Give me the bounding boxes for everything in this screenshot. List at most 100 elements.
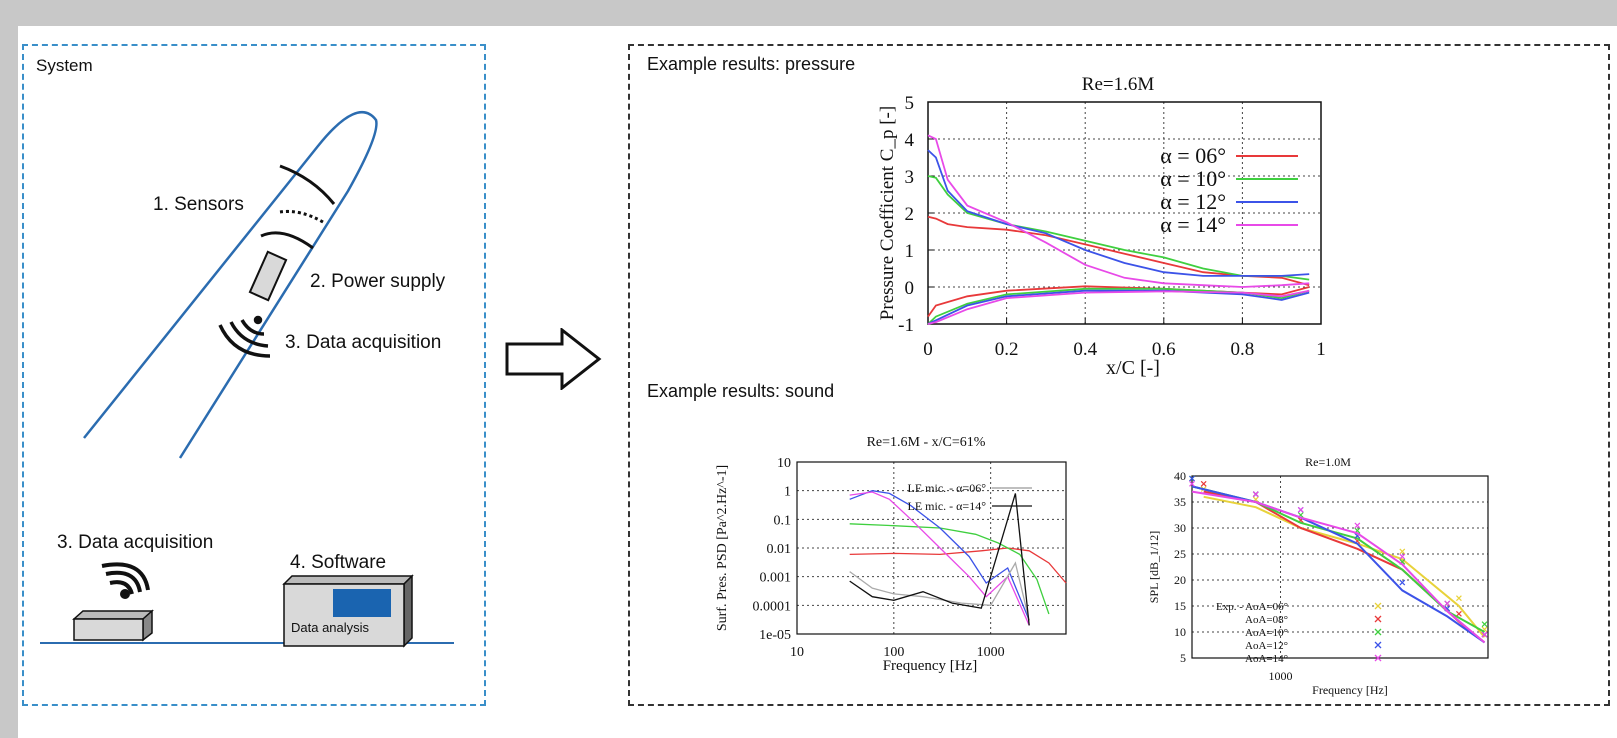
blade-icon	[83, 111, 378, 459]
y-tick-label: 1	[784, 485, 791, 500]
y-tick-label: 4	[905, 130, 915, 151]
series-line	[1191, 490, 1486, 644]
y-tick-label: 0.001	[760, 571, 792, 586]
y-tick-label: 0	[905, 278, 915, 299]
legend-label: α = 10°	[1160, 166, 1226, 191]
label-power-supply: 2. Power supply	[310, 271, 446, 292]
slide-canvas: System	[18, 26, 1617, 738]
y-tick-label: 35	[1174, 495, 1186, 509]
label-sensors: 1. Sensors	[153, 194, 244, 215]
data-point-marker	[1399, 579, 1406, 586]
x-tick-label: 1000	[1269, 669, 1293, 683]
y-tick-label: 0.01	[767, 542, 792, 557]
x-tick-label: 0.4	[1073, 339, 1097, 360]
x-axis-label: Frequency [Hz]	[1312, 683, 1388, 697]
sound-heading: Example results: sound	[647, 381, 835, 401]
series-line-lower	[927, 287, 1310, 325]
system-illustration	[40, 111, 454, 648]
y-tick-label: 15	[1174, 599, 1186, 613]
series-line-lower	[927, 289, 1310, 325]
y-tick-label: 30	[1174, 521, 1186, 535]
y-tick-label: 2	[905, 204, 915, 225]
y-tick-label: 0.0001	[753, 599, 792, 614]
data-point-marker	[1399, 548, 1406, 555]
y-axis-label: Pressure Coefficient C_p [-]	[877, 106, 898, 320]
arrow-right-icon	[505, 328, 602, 390]
series-line	[849, 493, 1030, 626]
wireless-icon-blade	[218, 315, 271, 358]
series-line	[849, 490, 1030, 621]
legend-label: AoA=08°	[1245, 614, 1288, 626]
y-tick-label: 1	[905, 241, 915, 262]
y-tick-label: -1	[898, 315, 914, 336]
x-axis-label: x/C [-]	[1106, 357, 1160, 379]
data-point-marker	[1399, 553, 1406, 560]
series-line-upper	[927, 134, 1310, 288]
legend-label: LE mic. - α=06°	[907, 481, 986, 495]
chart-title: Re=1.0M	[1305, 455, 1351, 469]
series-line-upper	[927, 149, 1310, 277]
y-axis-label: Surf. Pres. PSD [Pa^2.Hz^-1]	[715, 465, 730, 631]
y-axis-label: SPL [dB_1/12]	[1147, 531, 1161, 604]
pressure-heading: Example results: pressure	[647, 54, 856, 74]
legend-label: α = 06°	[1160, 143, 1226, 168]
data-point-marker	[1252, 491, 1259, 498]
series-line	[849, 491, 1030, 626]
chart-title: Re=1.6M	[1082, 74, 1155, 95]
legend-label: α = 12°	[1160, 189, 1226, 214]
y-tick-label: 25	[1174, 547, 1186, 561]
legend-label: Exp. - AoA=06°	[1216, 601, 1288, 613]
data-point-marker	[1189, 480, 1195, 487]
series-line	[1191, 485, 1486, 644]
x-tick-label: 10	[790, 645, 804, 660]
x-axis-label: Frequency [Hz]	[883, 658, 978, 674]
y-tick-label: 40	[1174, 469, 1186, 483]
label-software: 4. Software	[290, 552, 387, 573]
series-line-lower	[927, 285, 1310, 318]
legend-label: LE mic. - α=14°	[907, 499, 986, 513]
plot-frame	[1191, 475, 1489, 659]
software-screen	[333, 589, 391, 617]
y-tick-label: 0.1	[774, 513, 792, 528]
y-tick-label: 20	[1174, 573, 1186, 587]
x-tick-label: 1	[1316, 339, 1326, 360]
x-tick-label: 0.2	[995, 339, 1019, 360]
y-tick-label: 5	[905, 93, 915, 114]
legend-marker	[1374, 615, 1382, 623]
plot-frame	[796, 461, 1067, 635]
base-station-icon	[72, 609, 154, 642]
system-panel	[22, 44, 486, 706]
series-line-lower	[927, 289, 1310, 325]
data-point-marker	[1200, 480, 1207, 487]
sensor-bands-icon	[260, 164, 336, 250]
data-point-marker	[1354, 522, 1361, 529]
data-point-marker	[1297, 506, 1304, 513]
legend-label: α = 14°	[1160, 212, 1226, 237]
software-computer-icon	[282, 574, 414, 648]
x-tick-label: 1000	[977, 645, 1005, 660]
data-point-marker	[1481, 621, 1488, 628]
data-point-marker	[1455, 610, 1462, 617]
data-point-marker	[1444, 600, 1451, 607]
x-tick-label: 100	[883, 645, 904, 660]
legend-label: AoA=10°	[1245, 627, 1288, 639]
legend-label: AoA=14°	[1245, 653, 1288, 665]
label-data-acquisition-base: 3. Data acquisition	[57, 532, 214, 553]
wireless-icon-base	[101, 562, 150, 599]
results-panel	[628, 44, 1610, 706]
pressure-chart: Re=1.6M -1 0 1 2 3 4 5 0 0.2 0.4 0.6 0.8 1 x/C [-] Pres…	[877, 74, 1326, 379]
psd-chart: Re=1.6M - x/C=61% 10 1 0.1 0.01 0.001 0.0001 1e…	[715, 435, 1067, 674]
x-tick-label: 0.6	[1152, 339, 1176, 360]
data-point-marker	[1455, 595, 1462, 602]
spl-chart: Re=1.0M 5 10 15 20 25 30 35 40 1000 Frequency [Hz]…	[1147, 455, 1489, 697]
legend-marker	[1374, 641, 1382, 649]
label-data-acquisition-blade: 3. Data acquisition	[285, 332, 442, 353]
legend-marker	[1374, 602, 1382, 610]
x-tick-label: 0.8	[1231, 339, 1255, 360]
y-tick-label: 5	[1180, 651, 1186, 665]
y-tick-label: 10	[777, 456, 791, 471]
series-line	[849, 547, 1067, 584]
chart-title: Re=1.6M - x/C=61%	[867, 435, 986, 450]
legend-label: AoA=12°	[1245, 640, 1288, 652]
x-tick-label: 0	[923, 339, 933, 360]
